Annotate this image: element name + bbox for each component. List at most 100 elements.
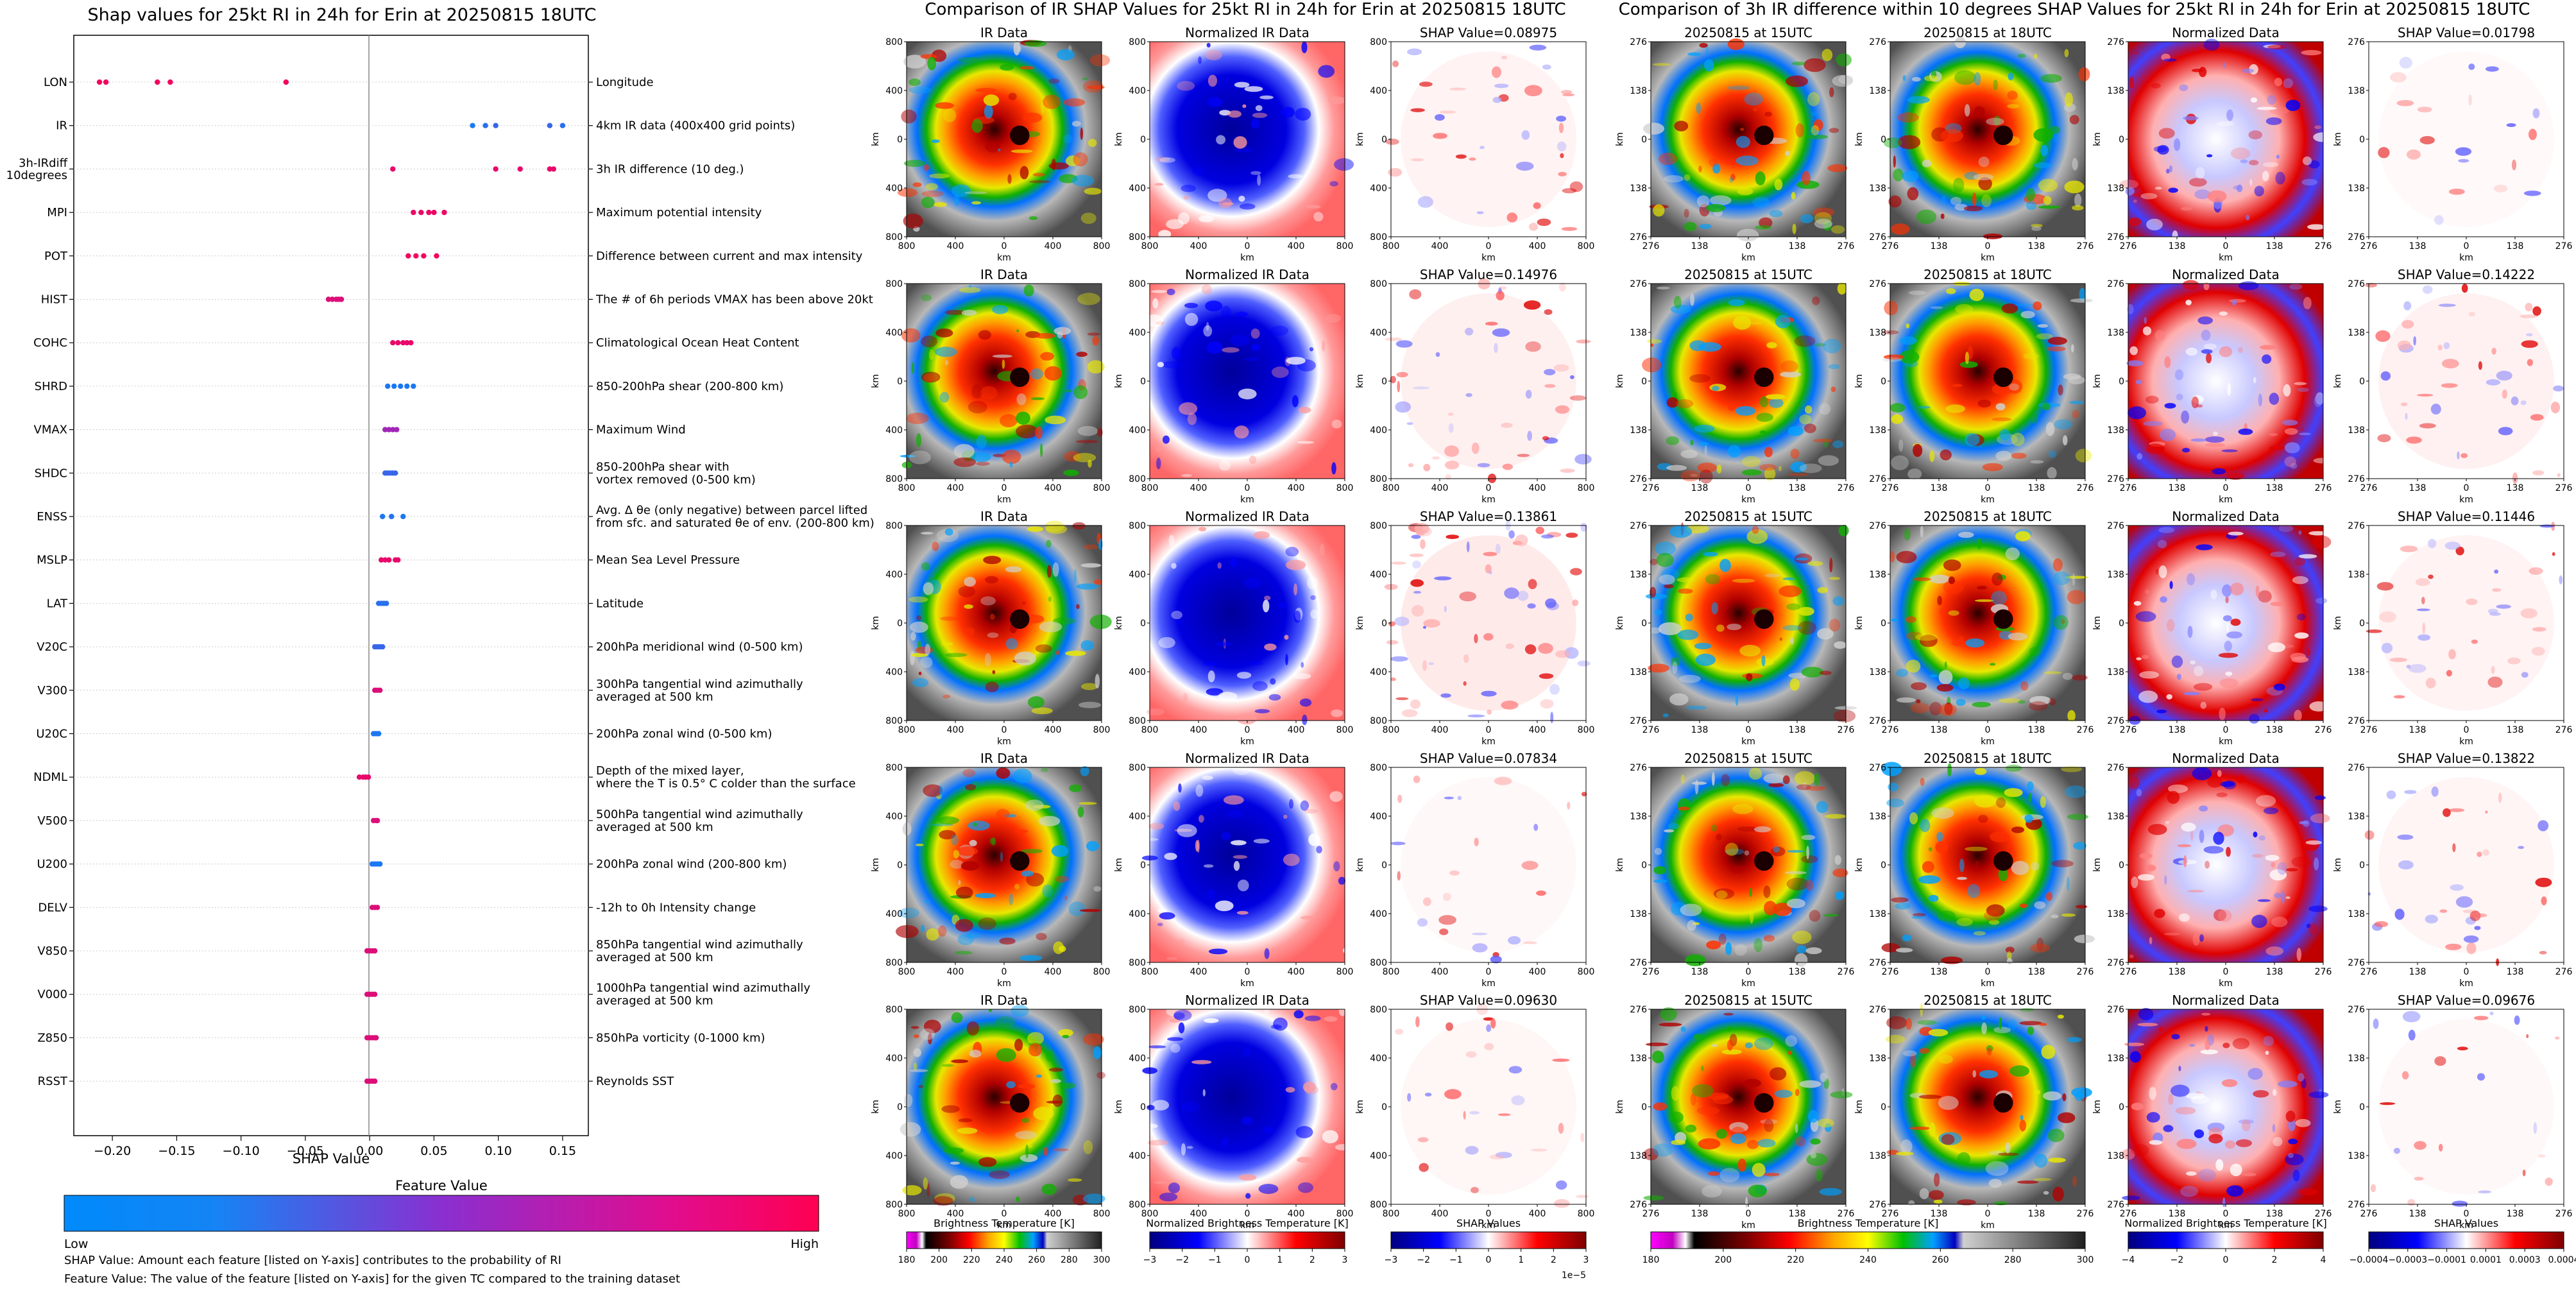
image-texture <box>2199 830 2205 843</box>
image-texture <box>1093 1046 1102 1059</box>
image-texture <box>2033 301 2042 311</box>
image-texture <box>2405 413 2408 420</box>
image-texture <box>1022 601 1026 605</box>
x-tick-label: 800 <box>898 967 916 977</box>
image-texture <box>2262 354 2272 364</box>
image-texture <box>2135 51 2138 55</box>
image-texture <box>991 837 996 846</box>
image-texture <box>2286 867 2298 872</box>
image-texture <box>2448 808 2465 812</box>
image-texture <box>1773 902 1792 916</box>
image-texture <box>2019 1008 2035 1012</box>
image-texture <box>2008 632 2028 641</box>
y-tick-label: 800 <box>1370 474 1387 484</box>
image-texture <box>1544 368 1556 375</box>
image-texture <box>1986 904 2005 917</box>
image-texture <box>1334 158 1354 171</box>
image-texture <box>1494 776 1512 785</box>
image-texture <box>2290 653 2307 661</box>
image-texture <box>1307 576 1318 590</box>
image-texture <box>1830 386 1836 393</box>
shap-point <box>329 296 336 302</box>
y-tick-label: 400 <box>1129 425 1146 436</box>
x-tick-label: 0 <box>1985 1209 1991 1219</box>
ir-15utc-subplot: 20250815 at 15UTC27627613813800138138276… <box>1615 267 1854 505</box>
feature-row: V500 500hPa tangential wind azimuthally av… <box>37 808 803 834</box>
image-texture <box>1759 464 1777 471</box>
y-tick-label: 400 <box>885 425 903 436</box>
image-texture <box>2308 923 2317 935</box>
image-texture <box>1013 768 1032 783</box>
image-texture <box>1741 456 1761 467</box>
x-tick-label: 0 <box>1245 241 1250 252</box>
y-axis-label: km <box>2333 374 2343 388</box>
shap-point <box>493 166 499 172</box>
feature-description: Climatological Ocean Heat Content <box>596 336 799 350</box>
image-texture <box>1671 656 1680 667</box>
image-texture <box>1652 63 1671 66</box>
image-texture <box>1890 223 1910 235</box>
image-texture <box>1052 617 1076 625</box>
image-texture <box>2030 943 2051 953</box>
image-texture <box>1484 1043 1494 1050</box>
x-tick-label: 400 <box>1288 241 1305 252</box>
image-texture <box>1929 574 1950 584</box>
x-tick-label: 800 <box>1578 241 1595 252</box>
ir-18utc-subplot: 20250815 at 18UTC27627613813800138138276… <box>1854 509 2094 747</box>
normalized-diff-image <box>2128 767 2323 962</box>
image-texture <box>2380 1102 2396 1105</box>
image-texture <box>2294 382 2307 386</box>
image-texture <box>939 391 950 403</box>
y-tick-label: 400 <box>1370 86 1387 96</box>
storm-eye <box>1754 609 1774 629</box>
shap-point <box>283 79 289 85</box>
image-texture <box>2401 320 2414 329</box>
image-texture <box>1162 361 1181 368</box>
y-tick-label: 0 <box>2119 1102 2124 1113</box>
image-texture <box>1027 526 1043 532</box>
image-texture <box>1046 565 1052 578</box>
y-tick-label: 138 <box>1630 667 1647 678</box>
y-tick-label: 276 <box>1630 232 1647 243</box>
image-texture <box>1654 848 1662 855</box>
image-texture <box>1944 702 1953 715</box>
image-texture <box>2466 942 2477 955</box>
image-texture <box>2438 1143 2443 1152</box>
image-texture <box>2186 1171 2197 1176</box>
y-tick-label: 276 <box>1869 1200 1886 1210</box>
image-texture <box>2406 665 2411 669</box>
image-texture <box>934 201 947 207</box>
image-texture <box>1465 393 1472 397</box>
image-texture <box>2379 611 2396 623</box>
storm-eye <box>1993 367 2013 388</box>
image-texture <box>2151 83 2161 89</box>
image-texture <box>2446 670 2452 677</box>
y-tick-label: 800 <box>885 279 903 289</box>
image-texture <box>2221 449 2238 452</box>
image-texture <box>1390 656 1408 662</box>
image-texture <box>2065 576 2088 579</box>
storm-eye <box>1754 1093 1774 1113</box>
image-texture <box>987 632 999 638</box>
feature-description: Maximum potential intensity <box>596 206 762 219</box>
image-texture <box>2533 1122 2538 1134</box>
image-texture <box>1647 339 1662 344</box>
image-texture <box>1730 865 1745 874</box>
x-tick-label: 0 <box>1746 1209 1752 1219</box>
image-texture <box>1795 1088 1800 1097</box>
y-tick-label: 400 <box>885 184 903 194</box>
image-texture <box>1768 398 1784 408</box>
image-texture <box>1955 303 1974 314</box>
x-tick-label: 138 <box>2266 967 2283 977</box>
image-texture <box>2051 860 2074 867</box>
image-texture <box>1011 149 1033 153</box>
image-texture <box>1297 1182 1314 1193</box>
image-texture <box>1834 855 1841 865</box>
image-texture <box>2066 1037 2082 1043</box>
image-texture <box>1706 940 1721 950</box>
image-texture <box>1068 1178 1082 1182</box>
image-texture <box>918 671 922 676</box>
image-texture <box>1071 175 1095 187</box>
x-axis-label: km <box>1481 1220 1496 1231</box>
subplot-title: Normalized IR Data <box>1185 509 1309 524</box>
